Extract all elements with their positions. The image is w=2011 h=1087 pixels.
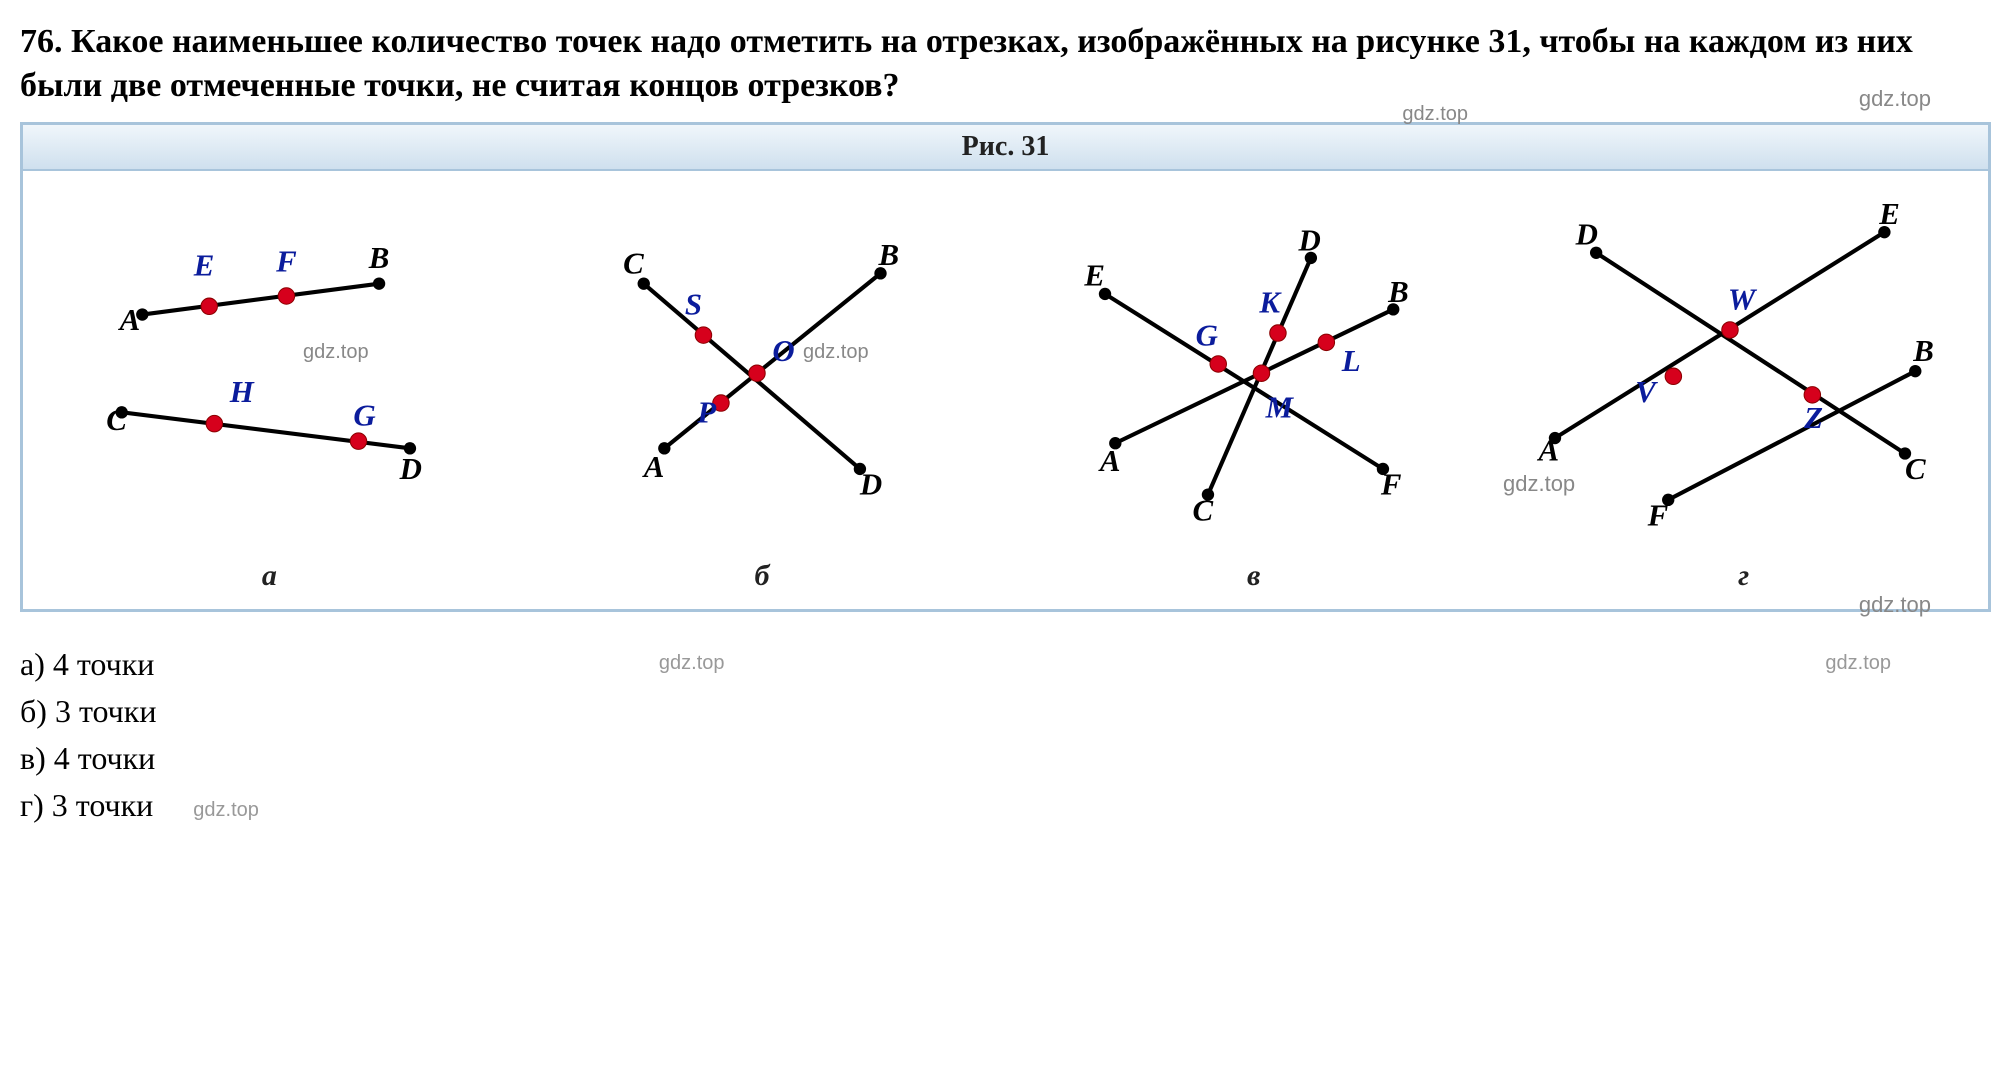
svg-text:C: C: [623, 246, 644, 281]
svg-text:E: E: [193, 248, 215, 283]
svg-text:A: A: [642, 450, 665, 485]
sublabel-a: а: [262, 559, 277, 593]
svg-text:B: B: [368, 241, 390, 276]
svg-text:F: F: [1646, 498, 1668, 533]
svg-text:D: D: [399, 452, 422, 487]
svg-text:L: L: [1340, 344, 1360, 379]
svg-text:A: A: [1097, 443, 1120, 478]
figure-title: Рис. 31: [962, 131, 1050, 162]
svg-text:P: P: [697, 395, 718, 430]
answer-item: б) 3 точки: [20, 689, 259, 734]
watermark: gdz.top: [1402, 103, 1468, 126]
sublabel-b: б: [754, 559, 769, 593]
diagram-v: E D B F C A G K L M: [1006, 191, 1492, 541]
svg-text:M: M: [1264, 390, 1294, 425]
watermark: gdz.top: [1503, 471, 1575, 497]
svg-text:B: B: [1912, 333, 1934, 368]
svg-text:C: C: [1905, 452, 1926, 487]
svg-text:H: H: [229, 374, 255, 409]
svg-text:W: W: [1728, 282, 1758, 317]
svg-text:C: C: [106, 402, 127, 437]
svg-text:G: G: [353, 398, 375, 433]
diagram-a: A B C D E F H G: [33, 191, 519, 541]
svg-text:G: G: [1195, 318, 1217, 353]
sublabel-g: г: [1738, 559, 1749, 593]
watermark: gdz.top: [193, 799, 259, 821]
sublabel-row: а б в г: [23, 551, 1988, 609]
watermark: gdz.top: [659, 652, 725, 675]
answer-item: в) 4 точки: [20, 736, 259, 781]
svg-text:B: B: [878, 237, 900, 272]
svg-text:E: E: [1083, 258, 1105, 293]
svg-text:D: D: [859, 467, 882, 502]
figure-31: gdz.top Рис. 31 A B C D E F H G C B A D S O P E D B F C A G…: [20, 122, 1991, 612]
answer-item: а) 4 точки: [20, 642, 259, 687]
diagram-b: C B A D S O P: [519, 191, 1005, 541]
answers-list: а) 4 точкиб) 3 точкив) 4 точкиг) 3 точки…: [20, 642, 259, 829]
figure-title-bar: Рис. 31: [23, 125, 1988, 171]
svg-text:S: S: [685, 287, 702, 322]
svg-text:E: E: [1878, 196, 1900, 231]
watermark: gdz.top: [1825, 652, 1891, 675]
watermark: gdz.top: [1859, 592, 1931, 618]
svg-text:Z: Z: [1803, 400, 1823, 435]
svg-text:A: A: [118, 302, 141, 337]
watermark: gdz.top: [303, 341, 369, 364]
svg-text:F: F: [275, 244, 297, 279]
svg-text:O: O: [773, 333, 795, 368]
answer-item: г) 3 точкиgdz.top: [20, 783, 259, 828]
svg-text:D: D: [1574, 217, 1597, 252]
svg-text:V: V: [1635, 374, 1658, 409]
svg-text:A: A: [1536, 433, 1559, 468]
svg-text:D: D: [1297, 223, 1320, 258]
watermark: gdz.top: [803, 341, 869, 364]
svg-text:K: K: [1258, 285, 1282, 320]
svg-text:C: C: [1192, 493, 1213, 528]
svg-text:F: F: [1379, 467, 1401, 502]
sublabel-v: в: [1247, 559, 1260, 593]
diagrams-row: A B C D E F H G C B A D S O P E D B F C A G K L M D E B C A F W V Z gd…: [23, 171, 1988, 551]
svg-text:B: B: [1387, 275, 1409, 310]
problem-number: 76.: [20, 23, 63, 60]
